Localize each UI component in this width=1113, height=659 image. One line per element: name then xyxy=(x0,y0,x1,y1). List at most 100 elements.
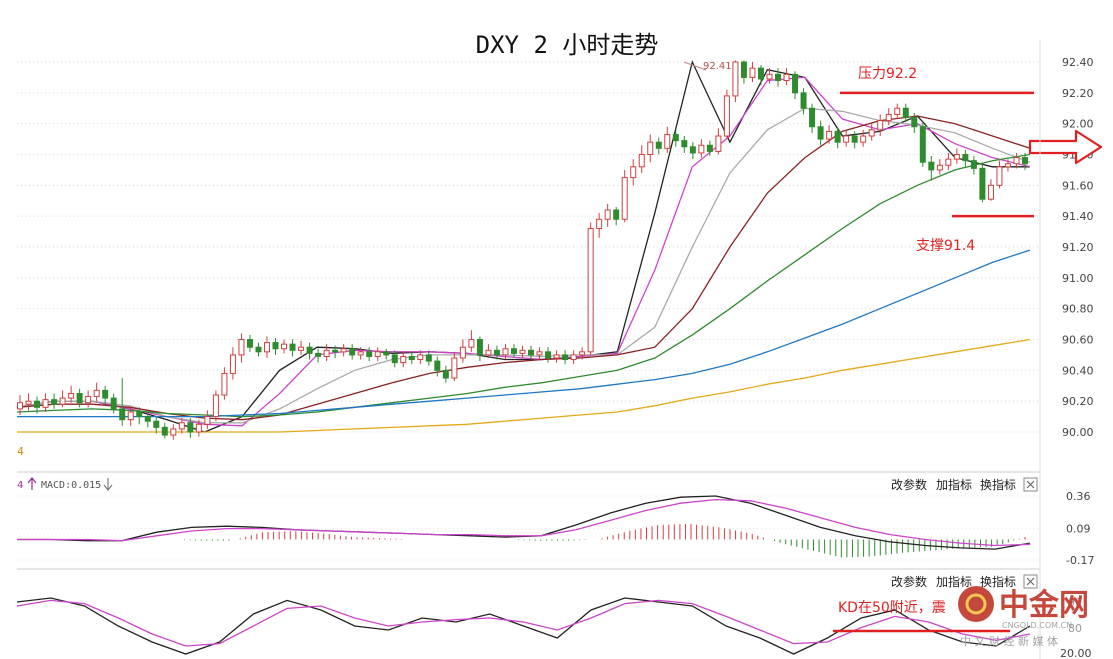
candle-body xyxy=(979,167,986,200)
y-tick-label: 90.40 xyxy=(1062,364,1094,377)
close-icon[interactable] xyxy=(1026,480,1035,489)
candle-body xyxy=(749,67,756,78)
candle-body xyxy=(698,144,705,154)
candle-body xyxy=(170,428,177,436)
macd-btn-switch[interactable]: 换指标 xyxy=(980,477,1016,492)
candle-body xyxy=(221,372,228,396)
macd-btn-add[interactable]: 加指标 xyxy=(936,477,972,492)
candle-body xyxy=(442,369,449,379)
candle-body xyxy=(178,422,185,430)
candle-body xyxy=(391,354,398,364)
candle-body xyxy=(740,61,747,78)
candle-body xyxy=(706,144,713,152)
candle-body xyxy=(936,164,943,171)
candle-body xyxy=(204,416,211,425)
kd-tick-90: 90 xyxy=(1068,596,1082,609)
moving-average-line xyxy=(16,107,1031,424)
arrow-down-icon xyxy=(103,478,113,491)
high-label: 92.41 xyxy=(703,61,732,72)
macd-line xyxy=(17,495,1031,550)
candlesticks xyxy=(17,60,1028,440)
candle-body xyxy=(885,113,892,122)
moving-average-line xyxy=(17,338,1031,433)
candle-body xyxy=(374,351,381,357)
y-tick-label: 91.20 xyxy=(1062,241,1094,254)
macd-y-tick-label: 0.36 xyxy=(1066,490,1091,503)
candle-body xyxy=(468,339,475,348)
candle-body xyxy=(826,130,833,140)
macd-y-axis: 0.36 0.09 -0.17 xyxy=(17,490,1094,567)
candle-body xyxy=(545,351,552,359)
candle-body xyxy=(451,357,458,379)
candle-body xyxy=(459,346,466,359)
candle-body xyxy=(851,135,858,143)
y-tick-label: 92.00 xyxy=(1062,118,1094,131)
candle-body xyxy=(59,397,66,405)
candle-body xyxy=(800,92,807,109)
candle-body xyxy=(127,411,134,421)
candle-body xyxy=(68,392,75,399)
candle-body xyxy=(579,351,586,356)
candle-body xyxy=(919,126,926,163)
y-tick-label: 91.40 xyxy=(1062,210,1094,223)
candle-body xyxy=(434,360,441,371)
candle-body xyxy=(263,342,270,353)
logo-badge-icon xyxy=(958,586,994,622)
candle-body xyxy=(987,184,994,200)
macd-btn-params[interactable]: 改参数 xyxy=(891,477,927,492)
candle-body xyxy=(51,399,58,405)
kd-btn-params[interactable]: 改参数 xyxy=(891,574,927,589)
y-tick-label: 90.80 xyxy=(1062,303,1094,316)
kd-tick-80: 80 xyxy=(1068,622,1082,635)
kd-line xyxy=(16,599,1031,647)
kd-btn-add[interactable]: 加指标 xyxy=(936,574,972,589)
arrow-up-icon xyxy=(27,477,37,490)
kd-close-button[interactable] xyxy=(1023,574,1038,589)
candle-body xyxy=(332,349,339,353)
chart-title: DXY 2 小时走势 xyxy=(476,31,659,59)
moving-average-line xyxy=(16,76,1031,427)
candle-body xyxy=(809,107,816,128)
candle-body xyxy=(408,355,415,361)
watermark-subtitle: 中 文 财 经 新 媒 体 xyxy=(960,634,1058,648)
candle-body xyxy=(144,416,151,422)
arrow-right-icon xyxy=(1028,129,1103,165)
candle-body xyxy=(775,73,782,82)
y-tick-label: 91.00 xyxy=(1062,272,1094,285)
candle-body xyxy=(519,349,526,354)
candle-body xyxy=(85,396,92,404)
candle-body xyxy=(621,177,628,220)
candle-body xyxy=(298,346,305,351)
candle-body xyxy=(476,339,483,356)
candle-body xyxy=(485,349,492,356)
y-tick-label: 92.40 xyxy=(1062,56,1094,69)
candle-body xyxy=(868,129,875,137)
kd-tick-20: 20.00 xyxy=(1060,647,1092,659)
candle-body xyxy=(732,61,739,97)
candle-body xyxy=(17,402,23,410)
candle-body xyxy=(323,349,330,357)
candle-body xyxy=(672,133,679,142)
candle-body xyxy=(76,392,83,404)
candle-body xyxy=(689,146,696,154)
candle-body xyxy=(93,389,100,398)
kd-btn-switch[interactable]: 换指标 xyxy=(980,574,1016,589)
candle-body xyxy=(119,408,126,421)
candle-body xyxy=(1013,157,1020,165)
moving-average-line xyxy=(16,115,1031,421)
candle-body xyxy=(238,339,245,356)
candle-body xyxy=(289,343,296,351)
macd-close-button[interactable] xyxy=(1023,477,1038,492)
close-icon[interactable] xyxy=(1026,577,1035,586)
moving-average-line xyxy=(16,60,1030,433)
moving-average-lines xyxy=(16,60,1031,433)
candle-body xyxy=(757,67,764,80)
candle-body xyxy=(596,218,603,229)
candle-body xyxy=(970,160,977,169)
candle-body xyxy=(766,73,773,80)
y-tick-label: 90.20 xyxy=(1062,395,1094,408)
macd-marker-4: 4 xyxy=(17,480,23,491)
candle-body xyxy=(1022,157,1028,165)
candle-body xyxy=(536,351,543,356)
candle-body xyxy=(843,135,850,143)
